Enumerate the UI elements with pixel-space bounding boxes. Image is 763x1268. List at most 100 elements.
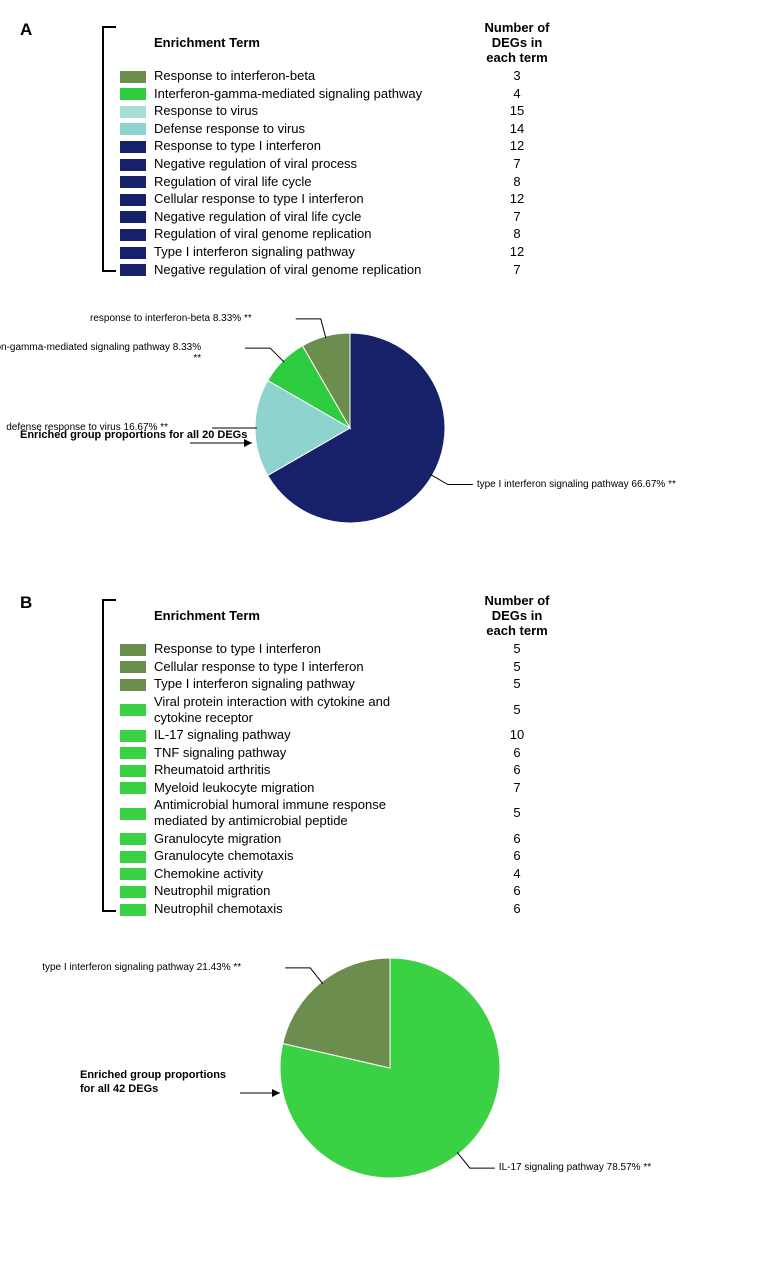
table-row: Myeloid leukocyte migration7	[120, 779, 560, 797]
table-row: Antimicrobial humoral immune responsemed…	[120, 796, 560, 829]
term-cell: Response to type I interferon	[154, 137, 482, 155]
term-cell: Viral protein interaction with cytokine …	[154, 693, 482, 726]
table-row: Defense response to virus14	[120, 120, 560, 138]
table-row: Type I interferon signaling pathway12	[120, 243, 560, 261]
swatch	[120, 747, 146, 759]
panel-b: B Enrichment TermNumber of DEGs in each …	[20, 593, 743, 1218]
panel-a-pie-area: Enriched group proportions for all 20 DE…	[20, 298, 743, 563]
term-cell: Neutrophil chemotaxis	[154, 900, 482, 918]
bracket-b	[102, 593, 120, 918]
panel-a: A Enrichment TermNumber of DEGs in each …	[20, 20, 743, 563]
header-num: Number of DEGs in each term	[482, 593, 560, 640]
swatch	[120, 88, 146, 100]
term-cell: Rheumatoid arthritis	[154, 761, 482, 779]
table-row: Neutrophil chemotaxis6	[120, 900, 560, 918]
num-cell: 6	[482, 882, 560, 900]
bracket-a	[102, 20, 120, 278]
term-cell: Defense response to virus	[154, 120, 482, 138]
pie-slice-label: response to interferon-beta 8.33% **	[90, 313, 252, 324]
header-term: Enrichment Term	[154, 20, 482, 67]
num-cell: 7	[482, 261, 560, 279]
swatch	[120, 765, 146, 777]
term-cell: Response to type I interferon	[154, 640, 482, 658]
num-cell: 6	[482, 847, 560, 865]
swatch	[120, 886, 146, 898]
panel-b-pie-area: Enriched group proportionsfor all 42 DEG…	[20, 938, 743, 1218]
num-cell: 6	[482, 761, 560, 779]
swatch	[120, 808, 146, 820]
swatch	[120, 868, 146, 880]
term-cell: Regulation of viral genome replication	[154, 225, 482, 243]
num-cell: 4	[482, 85, 560, 103]
table-row: Rheumatoid arthritis6	[120, 761, 560, 779]
num-cell: 4	[482, 865, 560, 883]
table-row: Regulation of viral life cycle8	[120, 173, 560, 191]
table-row: Response to type I interferon5	[120, 640, 560, 658]
term-cell: IL-17 signaling pathway	[154, 726, 482, 744]
pie-slice-label: type I interferon signaling pathway 66.6…	[477, 479, 676, 490]
pie-slice-label: IL-17 signaling pathway 78.57% **	[499, 1162, 651, 1173]
pie-slice-label: interferon-gamma-mediated signaling path…	[0, 342, 201, 364]
header-term: Enrichment Term	[154, 593, 482, 640]
term-cell: TNF signaling pathway	[154, 744, 482, 762]
num-cell: 7	[482, 155, 560, 173]
swatch	[120, 106, 146, 118]
table-row: Granulocyte chemotaxis6	[120, 847, 560, 865]
swatch	[120, 229, 146, 241]
swatch	[120, 123, 146, 135]
swatch	[120, 661, 146, 673]
table-row: IL-17 signaling pathway10	[120, 726, 560, 744]
enrichment-table-a: Enrichment TermNumber of DEGs in each te…	[120, 20, 560, 278]
num-cell: 6	[482, 900, 560, 918]
table-row: Response to type I interferon12	[120, 137, 560, 155]
table-row: Granulocyte migration6	[120, 830, 560, 848]
swatch	[120, 194, 146, 206]
num-cell: 12	[482, 243, 560, 261]
pie-slice-label: type I interferon signaling pathway 21.4…	[42, 962, 241, 973]
table-row: Viral protein interaction with cytokine …	[120, 693, 560, 726]
table-row: TNF signaling pathway6	[120, 744, 560, 762]
num-cell: 3	[482, 67, 560, 85]
term-cell: Response to interferon-beta	[154, 67, 482, 85]
table-row: Response to virus15	[120, 102, 560, 120]
term-cell: Type I interferon signaling pathway	[154, 675, 482, 693]
table-row: Type I interferon signaling pathway5	[120, 675, 560, 693]
table-row: Negative regulation of viral process7	[120, 155, 560, 173]
table-row: Neutrophil migration6	[120, 882, 560, 900]
term-cell: Cellular response to type I interferon	[154, 658, 482, 676]
panel-a-label: A	[20, 20, 32, 40]
swatch	[120, 141, 146, 153]
num-cell: 5	[482, 693, 560, 726]
swatch	[120, 679, 146, 691]
term-cell: Neutrophil migration	[154, 882, 482, 900]
num-cell: 7	[482, 779, 560, 797]
swatch	[120, 644, 146, 656]
num-cell: 5	[482, 640, 560, 658]
term-cell: Response to virus	[154, 102, 482, 120]
swatch	[120, 176, 146, 188]
swatch	[120, 159, 146, 171]
term-cell: Type I interferon signaling pathway	[154, 243, 482, 261]
num-cell: 8	[482, 225, 560, 243]
swatch	[120, 211, 146, 223]
term-cell: Antimicrobial humoral immune responsemed…	[154, 796, 482, 829]
panel-b-label: B	[20, 593, 32, 613]
pie-slice-label: defense response to virus 16.67% **	[6, 422, 168, 433]
num-cell: 6	[482, 744, 560, 762]
swatch	[120, 730, 146, 742]
swatch	[120, 704, 146, 716]
term-cell: Negative regulation of viral genome repl…	[154, 261, 482, 279]
table-row: Negative regulation of viral life cycle7	[120, 208, 560, 226]
enrichment-table-b: Enrichment TermNumber of DEGs in each te…	[120, 593, 560, 918]
num-cell: 15	[482, 102, 560, 120]
num-cell: 5	[482, 796, 560, 829]
num-cell: 10	[482, 726, 560, 744]
num-cell: 12	[482, 137, 560, 155]
term-cell: Myeloid leukocyte migration	[154, 779, 482, 797]
swatch	[120, 851, 146, 863]
num-cell: 8	[482, 173, 560, 191]
table-row: Cellular response to type I interferon12	[120, 190, 560, 208]
table-row: Interferon-gamma-mediated signaling path…	[120, 85, 560, 103]
term-cell: Interferon-gamma-mediated signaling path…	[154, 85, 482, 103]
table-row: Regulation of viral genome replication8	[120, 225, 560, 243]
